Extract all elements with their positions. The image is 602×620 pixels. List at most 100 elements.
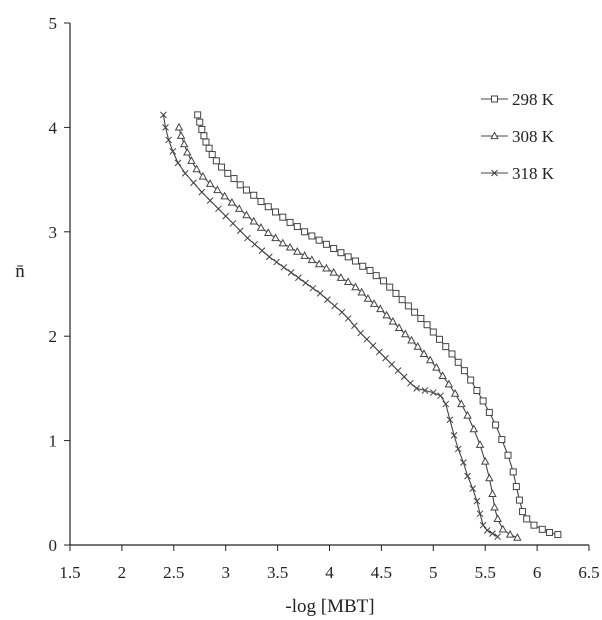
data-point-308k [407,335,416,344]
data-point-318k [236,227,244,235]
data-point-318k [165,136,172,144]
data-point-318k [302,279,309,287]
y-tick-label: 3 [49,223,58,242]
chart-series-layer [160,111,562,541]
data-point-318k [375,348,383,356]
data-point-318k [476,510,484,518]
chart-legend: 298 K 308 K 318 K [481,90,555,183]
data-point-318k [344,315,352,322]
data-point-298k [460,367,468,375]
data-point-318k [162,124,169,131]
data-point-308k [187,156,196,164]
data-point-308k [300,251,309,259]
data-point-318k [454,445,462,453]
x-tick-label: 5.5 [475,563,496,582]
data-point-298k [423,321,431,329]
data-point-308k [227,197,237,206]
data-point-298k [546,528,554,536]
data-point-298k [194,111,202,119]
data-point-318k [473,497,481,505]
data-point-318k [400,373,408,381]
data-point-308k [498,524,508,533]
legend-marker-308k [490,131,499,140]
data-point-308k [285,242,295,251]
data-point-318k [215,205,222,213]
y-tick-label: 5 [49,14,58,33]
data-point-308k [307,255,317,264]
data-point-308k [450,388,460,397]
data-point-308k [444,379,454,388]
data-point-308k [220,191,229,200]
data-point-308k [198,171,208,180]
data-point-308k [413,342,422,350]
data-point-318k [363,335,371,343]
data-point-318k [287,269,295,276]
data-point-318k [469,485,477,492]
data-point-318k [316,290,324,297]
data-point-308k [485,473,494,482]
data-point-298k [492,421,500,429]
data-point-308k [363,293,373,302]
data-point-318k [369,342,377,349]
data-point-298k [366,266,374,274]
data-point-318k [446,416,454,424]
legend-marker-318k [491,169,498,177]
data-point-298k [530,521,538,529]
data-point-298k [372,272,380,280]
data-point-318k [413,385,421,392]
x-tick-label: 2 [118,563,127,582]
data-point-298k [236,181,244,189]
data-point-298k [224,169,232,177]
data-point-308k [432,362,441,371]
data-point-298k [436,335,444,343]
data-point-318k [388,361,396,368]
data-point-318k [222,212,230,220]
data-point-318k [331,302,339,310]
data-point-318k [460,459,467,466]
data-point-318k [357,329,364,337]
data-point-318k [190,179,197,187]
data-point-298k [200,132,208,140]
data-point-308k [457,399,466,408]
x-tick-label: 2.5 [163,563,184,582]
data-point-308k [357,287,366,296]
series-line-308k [178,127,518,539]
data-point-318k [160,111,167,119]
data-point-298k [196,118,204,126]
data-point-308k [174,122,184,131]
data-point-308k [425,355,435,364]
data-point-308k [351,282,360,291]
data-point-318k [295,274,302,282]
data-point-298k [512,483,520,491]
data-point-308k [329,267,338,276]
data-point-318k [494,533,502,541]
data-point-298k [379,277,387,285]
data-point-308k [388,316,398,325]
data-point-298k [264,203,272,211]
data-point-308k [242,210,251,219]
data-point-318k [338,308,346,316]
data-point-298k [279,213,287,221]
data-point-298k [404,302,412,310]
x-tick-label: 3.5 [267,563,288,582]
data-point-318k [479,521,487,529]
data-point-308k [394,323,404,331]
data-point-298k [467,376,475,384]
data-point-308k [490,502,499,511]
data-point-298k [212,157,220,165]
data-point-298k [386,283,394,291]
x-tick-label: 6 [533,563,542,582]
data-point-318k [258,247,266,254]
data-point-308k [322,263,331,272]
data-point-308k [278,238,288,247]
data-point-308k [343,277,353,286]
data-point-308k [205,179,215,187]
data-point-318k [181,169,189,177]
data-point-318k [229,220,237,227]
data-point-308k [463,410,472,419]
data-point-298k [359,262,367,270]
data-point-318k [169,148,177,155]
data-point-298k [398,296,406,304]
data-point-318k [198,188,206,196]
